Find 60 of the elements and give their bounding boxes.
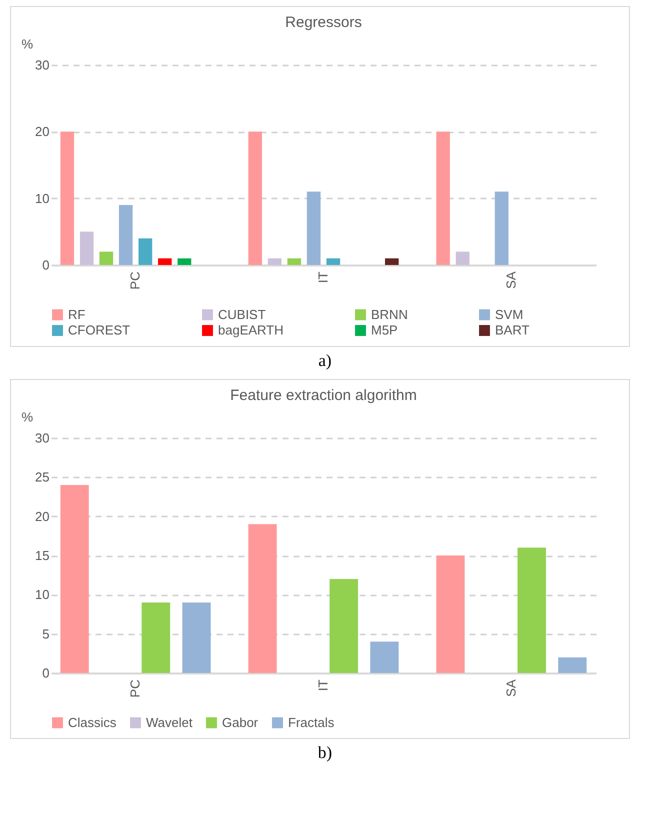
legend-label: Gabor [222, 714, 259, 730]
bar [518, 548, 546, 673]
bar [287, 258, 302, 265]
bar [326, 258, 340, 265]
bar [182, 602, 211, 673]
bar [558, 657, 587, 673]
text: a) [317, 351, 333, 371]
legend-label: M5P [371, 322, 398, 338]
legend-label: SVM [495, 306, 524, 322]
bar [436, 556, 465, 673]
bar [456, 252, 470, 265]
bar [60, 485, 89, 673]
bar [80, 232, 94, 265]
chart-title: Regressors [285, 14, 362, 31]
bar [118, 205, 133, 265]
bar [99, 252, 114, 265]
x-tick-label: PC [128, 272, 143, 290]
legend-label: Wavelet [146, 714, 193, 730]
x-tick-label: IT [316, 679, 330, 692]
x-tick-label: SA [503, 271, 518, 289]
legend-label: Fractals [288, 714, 335, 730]
y-tick-label: 0 [42, 258, 50, 272]
text: b) [316, 743, 334, 763]
bar [142, 602, 170, 673]
bar [248, 524, 277, 673]
legend-label: bagEARTH [218, 322, 284, 338]
y-tick-label: 30 [35, 430, 50, 446]
legend-label: RF [68, 306, 86, 322]
legend-label: CFOREST [68, 322, 130, 338]
y-tick-label: 30 [35, 58, 50, 72]
bar [268, 258, 282, 265]
bar [306, 192, 321, 265]
x-tick-label: PC [128, 680, 143, 698]
legend-label: BART [495, 322, 530, 338]
bar [178, 258, 192, 265]
y-tick-label: 15 [35, 548, 50, 563]
x-tick-label: IT [316, 271, 330, 284]
bar [385, 258, 399, 265]
bar [248, 132, 262, 265]
y-tick-label: 10 [35, 190, 50, 206]
y-axis-title: % [22, 36, 34, 52]
y-tick-label: 10 [35, 587, 50, 602]
y-axis-title: % [22, 410, 34, 424]
y-tick-label: 25 [35, 470, 50, 485]
bar [138, 238, 152, 265]
bar [494, 192, 508, 265]
chart-title: Feature extraction algorithm [230, 387, 417, 404]
y-tick-label: 5 [42, 626, 50, 642]
bar [370, 642, 399, 673]
bar [330, 579, 358, 673]
bar [60, 132, 74, 265]
legend-label: BRNN [371, 306, 408, 322]
x-tick-label: SA [503, 679, 518, 697]
y-tick-label: 0 [42, 666, 50, 680]
legend-label: Classics [68, 714, 117, 730]
y-tick-label: 20 [35, 124, 50, 140]
bar [158, 258, 172, 265]
legend-label: CUBIST [218, 306, 266, 322]
bar [436, 132, 450, 265]
y-tick-label: 20 [35, 508, 50, 524]
